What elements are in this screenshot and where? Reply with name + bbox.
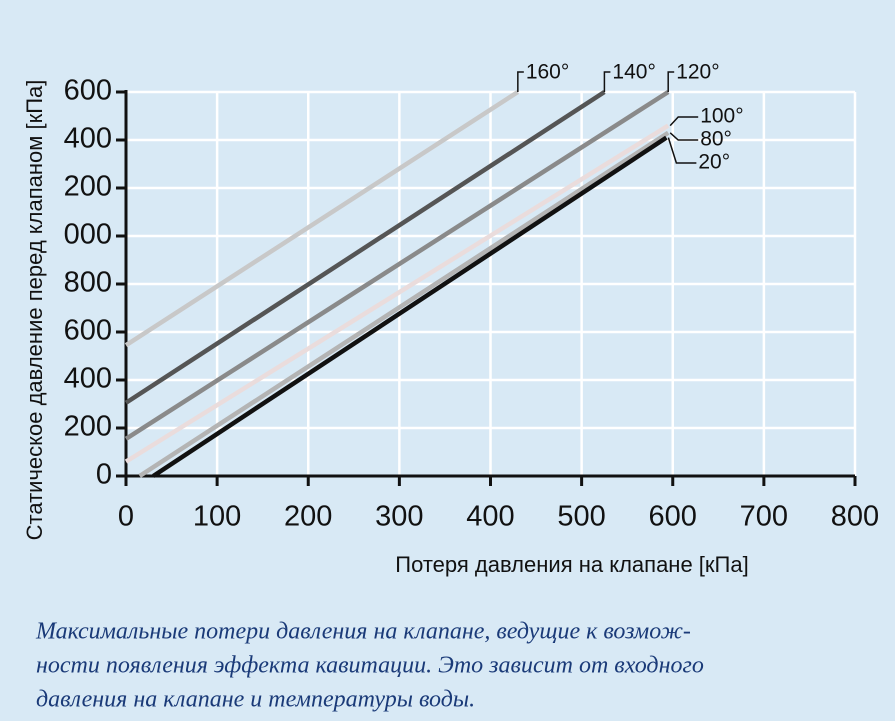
caption-line: Максимальные потери давления на клапане,… [35,619,691,645]
line [124,123,670,464]
series-label: 20° [698,151,730,174]
y-tick-label: 0 [96,459,112,491]
x-tick-label: 100 [193,501,241,533]
series-label: 100° [700,105,743,128]
x-tick-label: 500 [557,501,605,533]
x-tick-label: 0 [118,501,134,533]
y-tick-label: 400 [64,363,112,395]
series-label: 160° [526,61,569,84]
label-leader [667,137,697,164]
label-leader [669,116,699,127]
label-bracket [667,71,675,92]
y-tick-label: 200 [64,411,112,443]
y-tick-label: 800 [64,267,112,299]
x-axis-label: Потеря давления на клапане [кПа] [395,552,748,577]
series-label: 120° [676,61,719,84]
x-tick-label: 300 [375,501,423,533]
x-tick-label: 800 [831,501,879,533]
label-bracket [603,71,611,92]
x-tick-label: 700 [740,501,788,533]
y-tick-label: 400 [64,123,112,155]
x-tick-label: 400 [466,501,514,533]
x-tick-label: 600 [649,501,697,533]
label-bracket [517,71,524,92]
y-tick-label: 600 [64,315,112,347]
line [124,90,606,405]
line [152,135,668,478]
line [138,130,670,478]
series-label: 80° [700,128,732,151]
line [124,90,520,348]
series-label: 140° [612,61,655,84]
x-tick-label: 200 [284,501,332,533]
caption-line: ности появления эффекта кавитации. Это з… [36,653,704,679]
y-tick-label: 600 [64,75,112,107]
y-axis-label: Статическое давление перед клапаном [кПа… [22,80,47,541]
line [124,90,670,441]
y-tick-label: 200 [64,171,112,203]
caption-line: давления на клапане и температуры воды. [36,687,475,713]
y-tick-label: 000 [64,219,112,251]
label-leader [669,132,699,141]
